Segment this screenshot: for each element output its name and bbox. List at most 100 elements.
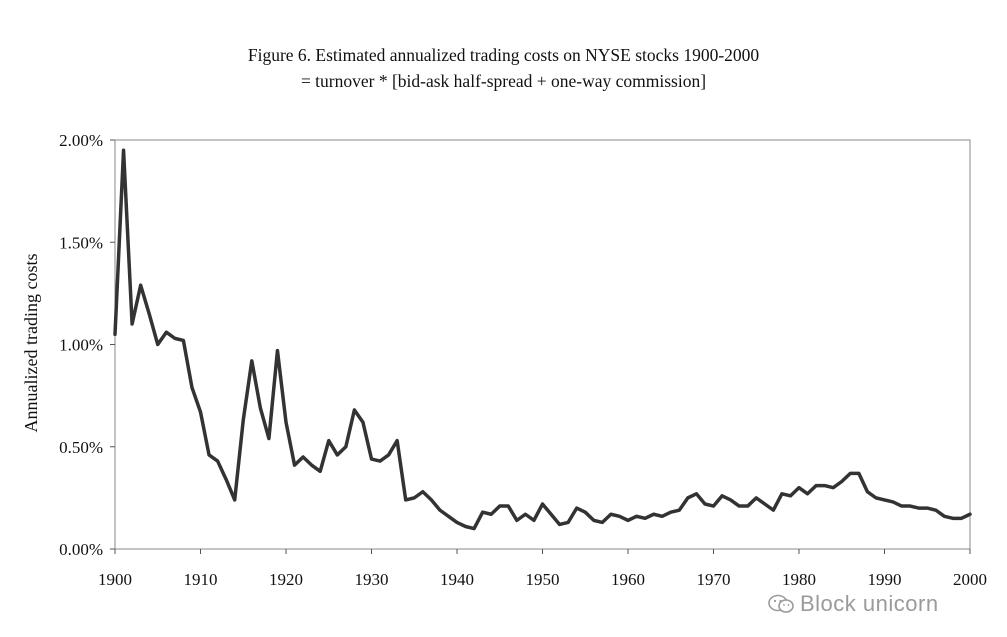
data-point (157, 344, 159, 345)
data-point (473, 528, 475, 530)
x-tick-label: 1930 (355, 570, 389, 589)
x-tick-label: 1960 (611, 570, 645, 589)
data-point (165, 331, 167, 333)
data-point (114, 333, 116, 335)
x-tick-label: 1980 (782, 570, 816, 589)
watermark-text: Block unicorn (800, 591, 939, 616)
data-point (465, 526, 467, 528)
y-tick-label: 1.50% (59, 233, 103, 252)
data-point (610, 513, 612, 515)
data-point (371, 458, 372, 460)
data-point (430, 499, 432, 501)
data-point (687, 497, 689, 499)
data-point (584, 511, 586, 513)
data-point (319, 470, 321, 472)
data-point (174, 337, 176, 339)
data-point (884, 499, 885, 501)
data-point (242, 419, 244, 421)
data-point (191, 386, 193, 388)
data-point (251, 360, 253, 362)
data-point (815, 485, 817, 487)
data-point (943, 515, 945, 517)
data-point (542, 503, 543, 505)
y-axis-title: Annualized trading costs (21, 254, 41, 433)
data-point (627, 519, 629, 521)
data-point (849, 472, 851, 474)
data-point (447, 515, 449, 517)
data-point (670, 511, 672, 513)
data-point (644, 517, 646, 519)
data-point (713, 505, 714, 507)
y-tick-label: 0.00% (59, 540, 103, 559)
data-point (456, 521, 458, 523)
data-point (524, 513, 526, 515)
data-point (182, 339, 184, 341)
plot-area-frame (114, 139, 971, 550)
chart-title: Figure 6. Estimated annualized trading c… (247, 45, 760, 65)
data-point (482, 511, 484, 513)
data-point (695, 493, 697, 495)
data-point (379, 460, 381, 462)
data-point (268, 438, 270, 440)
x-tick-label: 1950 (526, 570, 560, 589)
series-points (114, 149, 971, 530)
data-point (704, 503, 706, 505)
data-point (593, 519, 595, 521)
data-point (413, 497, 415, 499)
data-point (969, 513, 971, 515)
data-point (764, 503, 766, 505)
data-point (576, 507, 578, 509)
data-point (200, 411, 201, 413)
data-point (533, 519, 535, 521)
data-point (832, 487, 834, 489)
chart-subtitle: = turnover * [bid-ask half-spread + one-… (300, 71, 707, 91)
data-point (217, 460, 219, 462)
data-point (550, 513, 552, 515)
data-point (396, 440, 398, 442)
data-point (516, 519, 518, 521)
data-point (721, 495, 723, 497)
data-point (208, 454, 210, 456)
data-point (892, 501, 894, 503)
data-point (499, 505, 501, 507)
data-point (772, 509, 774, 511)
data-point (755, 497, 757, 499)
data-point (328, 440, 330, 442)
data-point (567, 521, 569, 523)
x-tick-label: 1970 (697, 570, 731, 589)
data-point (901, 505, 903, 507)
x-tick-label: 1940 (440, 570, 474, 589)
data-point (960, 517, 962, 519)
data-point (276, 350, 278, 352)
data-point (909, 505, 911, 507)
data-point (311, 464, 313, 466)
data-point (636, 515, 638, 517)
data-point (148, 313, 150, 315)
data-point (294, 464, 296, 466)
watermark: Block unicorn (768, 591, 939, 617)
data-point (858, 472, 860, 474)
data-point (507, 505, 509, 507)
x-tick-label: 1900 (98, 570, 132, 589)
data-point (789, 495, 791, 497)
data-point (678, 509, 680, 511)
data-point (798, 487, 800, 489)
data-point (439, 509, 441, 511)
data-point (388, 454, 390, 456)
data-point (738, 505, 740, 507)
data-point (345, 446, 347, 448)
y-tick-label: 2.00% (59, 131, 103, 150)
data-point (926, 507, 928, 509)
data-point (952, 517, 954, 519)
data-point (336, 454, 338, 456)
data-point (559, 523, 561, 525)
y-tick-label: 1.00% (59, 336, 103, 355)
y-tick-label: 0.50% (59, 438, 103, 457)
data-point (918, 507, 920, 509)
x-tick-label: 1920 (269, 570, 303, 589)
data-point (730, 499, 732, 501)
data-point (824, 485, 826, 487)
data-point (422, 491, 424, 493)
data-point (225, 478, 227, 480)
